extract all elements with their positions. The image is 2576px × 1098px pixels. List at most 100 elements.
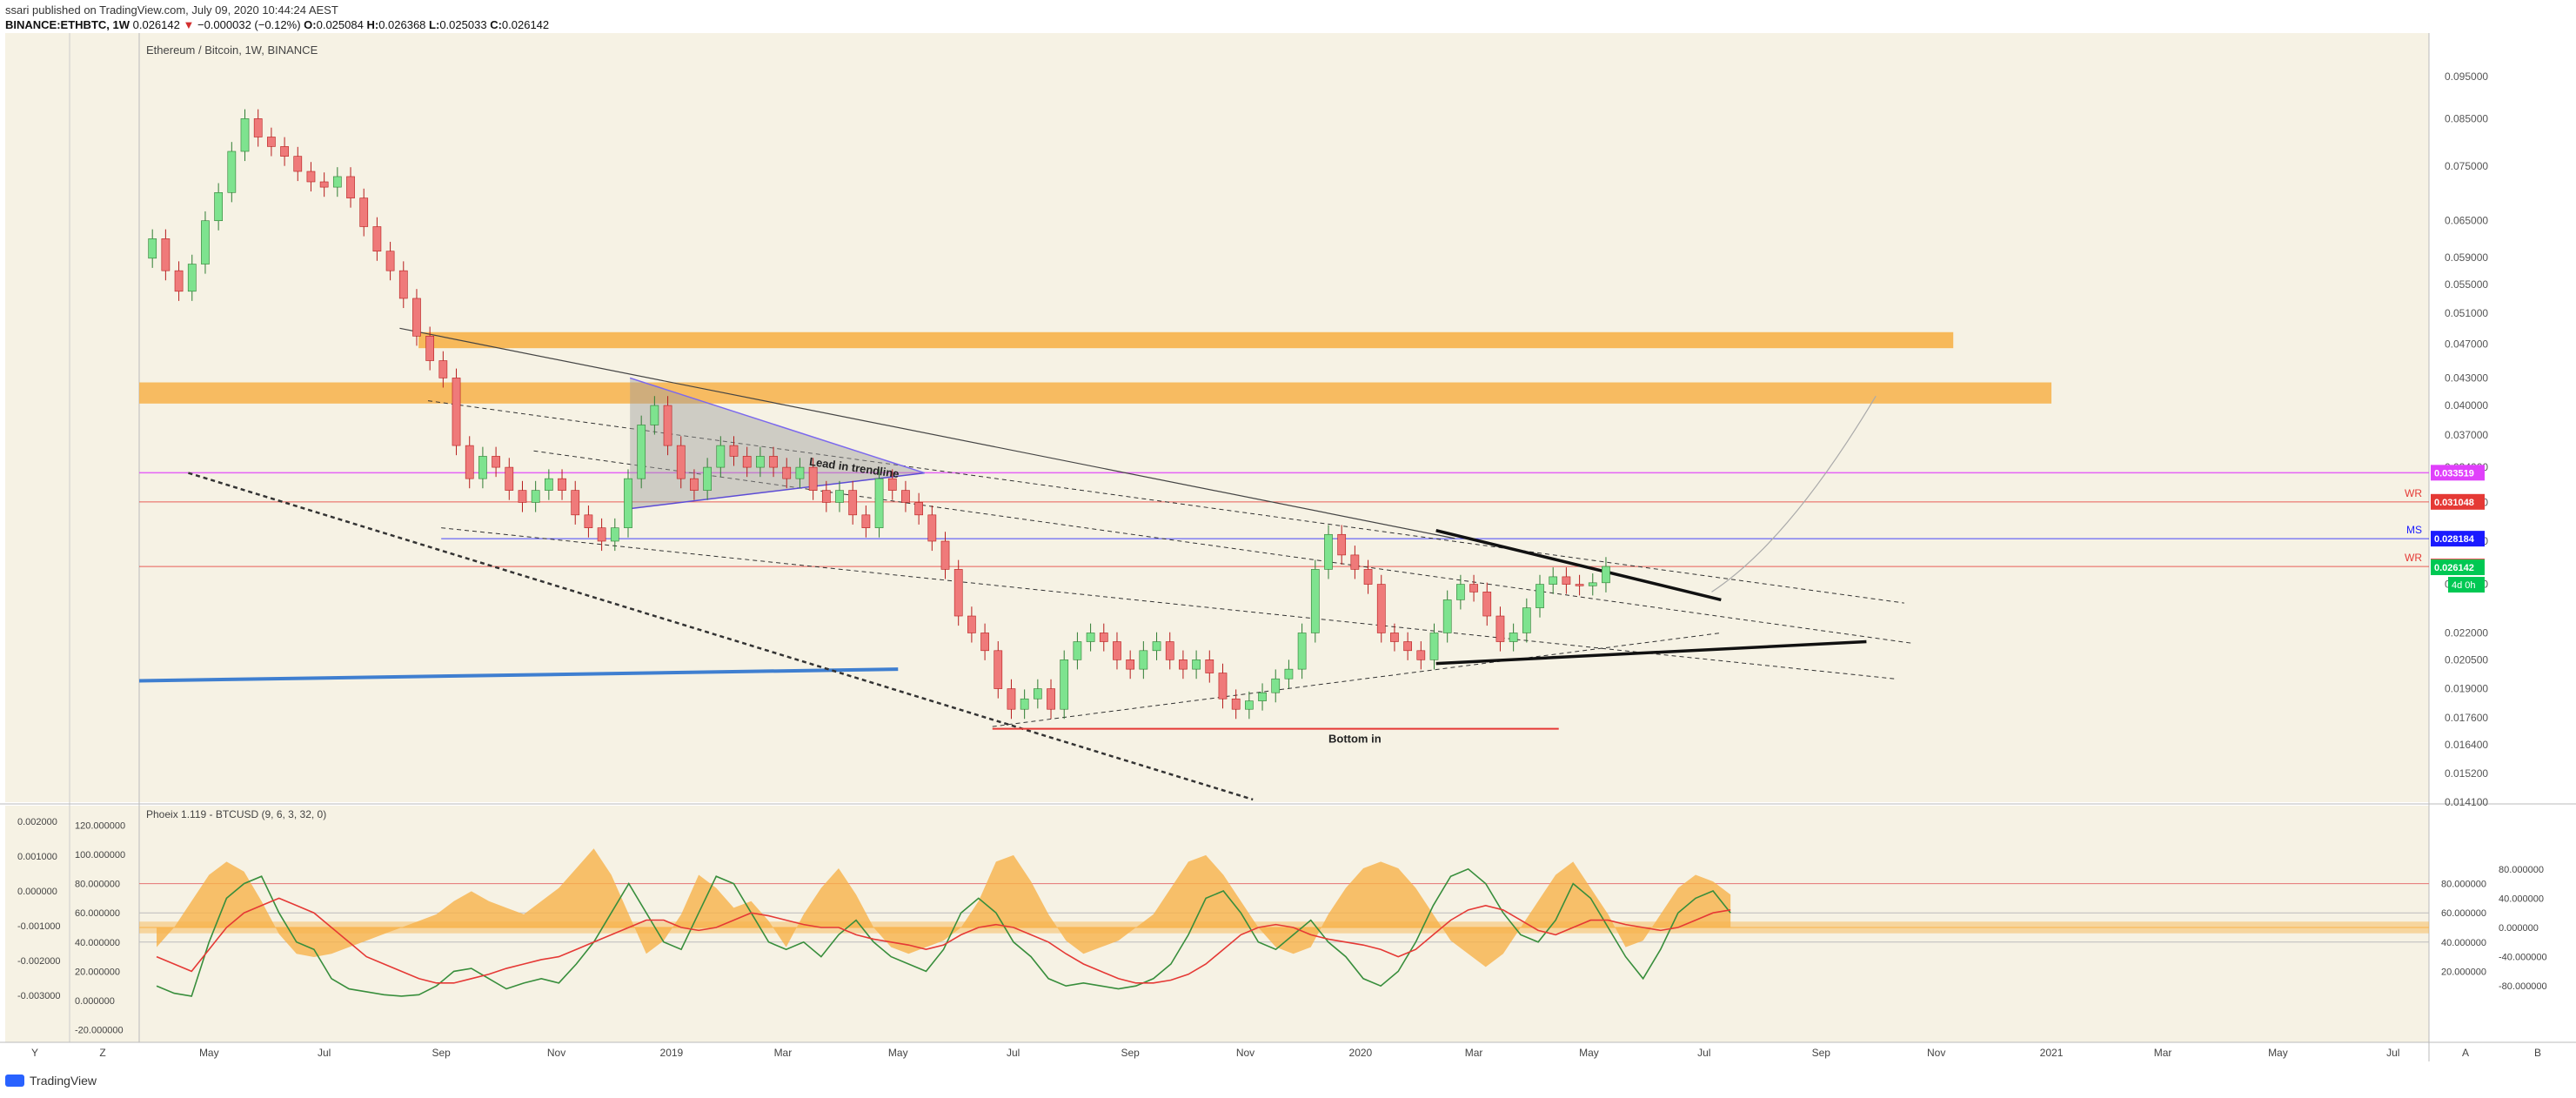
low-value: 0.025033 [439,18,487,31]
candle-body [821,490,831,503]
price-tick-label: 0.037000 [2445,429,2488,441]
date-tick-label: Sep [1812,1047,1831,1059]
indicator-inner-tick: 80.000000 [75,880,120,890]
tradingview-brand[interactable]: TradingView [5,1074,97,1088]
candle-body [1218,673,1228,700]
candle-body [1047,688,1055,710]
candle-body [1007,688,1016,710]
price-tick-label: 0.016400 [2445,739,2488,751]
candle-body [1245,700,1254,710]
main-chart-title: Ethereum / Bitcoin, 1W, BINANCE [146,44,318,57]
indicator-left-tick: -0.002000 [17,956,61,967]
candle-body [1297,633,1307,670]
candle-body [1350,554,1360,570]
price-level-value: 0.033519 [2434,468,2474,479]
price-level-badge [2431,465,2485,481]
candle-body [650,405,659,425]
candle-body [1536,584,1544,608]
date-tick-label: Nov [547,1047,565,1059]
candle-body [518,490,527,503]
candle-body [452,378,461,446]
high-value: 0.026368 [378,18,426,31]
price-tick-label: 0.020500 [2445,653,2488,666]
candle-body [848,490,858,516]
candle-body [953,569,963,617]
support-line-blue [138,667,899,683]
candle-body [531,490,540,503]
candle-body [1376,584,1386,633]
candle-body [1416,650,1426,660]
candle-body [544,478,553,491]
price-tick-label: 0.017600 [2445,712,2488,724]
indicator-right-tick-b: 40.000000 [2499,894,2544,904]
date-tick-label: May [1579,1047,1599,1059]
indicator-inner-tick: 60.000000 [75,908,120,919]
channel-dashed-lower [533,450,1914,645]
close-value: 0.026142 [501,18,550,31]
date-tick-label: Sep [1121,1047,1140,1059]
candle-body [1482,592,1492,617]
candle-body [280,146,289,157]
indicator-left-tick: 0.002000 [17,817,57,827]
candle-body [1060,659,1069,710]
candle-body [994,650,1003,689]
date-tick-label: May [2268,1047,2288,1059]
oscillator-line-red [156,897,1731,984]
candle-body [637,425,646,479]
candle-body [1390,633,1399,642]
brand-label: TradingView [30,1074,97,1088]
price-level-tag: MS [2406,524,2422,536]
candle-body [1020,698,1029,710]
candle-body [214,192,223,222]
candle-body [597,527,606,542]
left-scale-main [5,33,139,802]
indicator-left-tick: 0.000000 [17,887,57,897]
candle-body [874,478,884,528]
indicator-inner-tick: 120.000000 [75,820,125,831]
candle-body [742,456,752,468]
date-tick-label: Nov [1236,1047,1255,1059]
price-level-tag: WR [2405,487,2422,499]
candle-body [1522,607,1531,633]
date-tick-label: May [199,1047,219,1059]
falling-wedge-top [1435,528,1722,602]
candle-body [980,633,989,652]
candle-body [332,176,342,188]
price-level-value: 0.026142 [2434,563,2474,573]
long-dashed-downtrend [188,472,1254,801]
indicator-right-tick-b: -40.000000 [2499,953,2547,963]
candle-body [1205,659,1214,673]
axis-y-button: Y [31,1047,38,1059]
candle-body [914,502,923,516]
candle-body [1179,659,1188,670]
candle-body [861,514,871,528]
date-tick-label: Jul [2386,1047,2399,1059]
candle-body [663,405,672,446]
candle-body [927,514,937,542]
chart-canvas[interactable]: 0.095000 0.085000 0.075000 0.065000 0.059000… [0,33,2576,1068]
candle-body [492,456,500,468]
date-tick-label: 2021 [2040,1047,2064,1059]
countdown-label: 4d 0h [2452,580,2476,591]
price-tick-label: 0.095000 [2445,70,2488,83]
indicator-inner-tick: 20.000000 [75,967,120,977]
candle-body [1324,533,1333,570]
indicator-inner-tick: 100.000000 [75,850,125,860]
indicator-inner-tick: 40.000000 [75,938,120,948]
candle-body [227,151,237,193]
candle-body [624,478,632,528]
indicator-right-tick-a: 80.000000 [2441,880,2486,890]
candle-body [359,198,369,227]
open-value: 0.025084 [316,18,364,31]
candle-body [782,466,792,479]
date-tick-label: 2020 [1349,1047,1373,1059]
candle-body [1192,659,1201,670]
candle-body [808,466,818,491]
candle-body [187,264,197,292]
candle-body [425,335,435,361]
date-tick-label: Nov [1927,1047,1945,1059]
date-tick-label: Mar [1465,1047,1483,1059]
candle-body [438,360,448,378]
candle-body [558,478,566,491]
price-tick-label: 0.022000 [2445,626,2488,639]
